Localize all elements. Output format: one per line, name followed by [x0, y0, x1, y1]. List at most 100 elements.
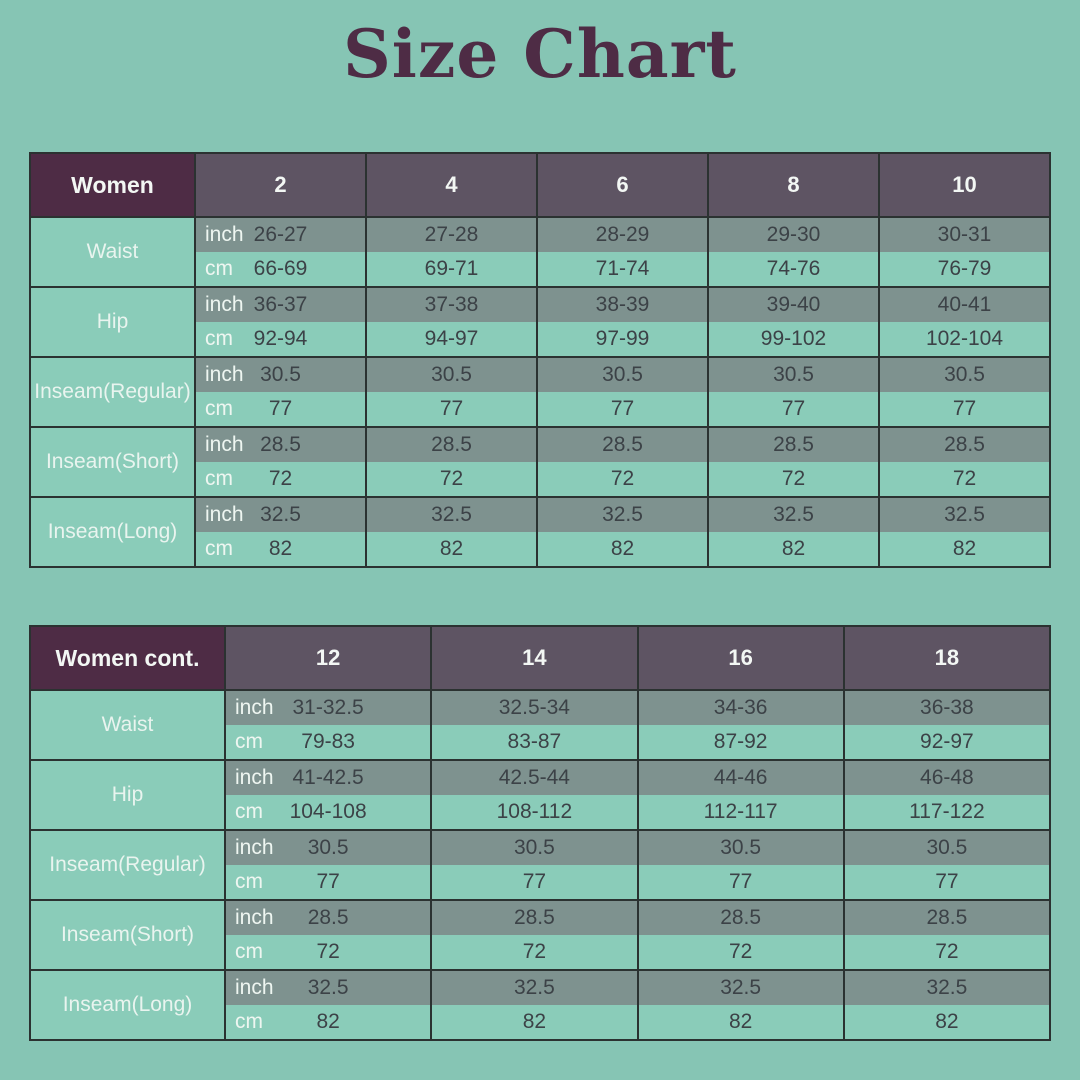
size-value-column: 32.5 82: [367, 498, 538, 566]
table-group-label: Women: [31, 154, 196, 216]
unit-label-inch: inch: [205, 503, 244, 526]
inch-value: 40-41: [937, 293, 992, 316]
inch-value: 28.5: [602, 433, 643, 456]
inch-value: 37-38: [424, 293, 479, 316]
unit-label-inch: inch: [205, 223, 244, 246]
size-value-column: 30.5 77: [638, 831, 845, 899]
inch-value-cell: 32.5: [844, 971, 1049, 1005]
inch-value: 28.5: [307, 906, 349, 929]
inch-value-cell: 32.5: [880, 498, 1049, 532]
inch-value: 28.5: [773, 433, 814, 456]
measurement-row: Waist inch 31-32.5 cm 79-83 32.5-34 83-87 34-36…: [31, 689, 1049, 759]
inch-value-cell: 28.5: [367, 428, 536, 462]
cm-value: 87-92: [713, 730, 768, 753]
row-label-line: Inseam: [47, 519, 117, 543]
inch-value: 30.5: [926, 836, 968, 859]
row-label: Hip: [31, 288, 196, 356]
inch-value-cell: inch 31-32.5: [226, 691, 431, 725]
row-label: Inseam (Long): [31, 971, 226, 1039]
size-value-column: 42.5-44 108-112: [432, 761, 639, 829]
inch-value-cell: 32.5: [638, 971, 843, 1005]
row-label-line: Hip: [96, 309, 129, 333]
inch-value: 34-36: [713, 696, 768, 719]
measurement-row: Inseam (Long) inch 32.5 cm 82 32.5 82 32.5 82 32.5…: [31, 969, 1049, 1039]
measurement-row: Hip inch 36-37 cm 92-94 37-38 94-97 38-39 97-99 3…: [31, 286, 1049, 356]
inch-value: 30.5: [260, 363, 301, 386]
size-value-column: 30.5 77: [367, 358, 538, 426]
cm-value: 69-71: [424, 257, 479, 280]
cm-value: 82: [952, 537, 977, 560]
cm-value: 72: [268, 467, 293, 490]
inch-value-cell: 32.5: [709, 498, 878, 532]
cm-value-cell: 77: [538, 392, 707, 426]
inch-value: 32.5: [926, 976, 968, 999]
cm-value-cell: 82: [844, 1005, 1049, 1039]
row-label: Inseam (Short): [31, 901, 226, 969]
cm-value: 77: [610, 397, 635, 420]
unit-label-cm: cm: [205, 397, 233, 420]
cm-value: 97-99: [595, 327, 650, 350]
inch-value: 30.5: [602, 363, 643, 386]
size-value-column: 30.5 77: [538, 358, 709, 426]
inch-value: 30.5: [431, 363, 472, 386]
measurement-row: Inseam (Short) inch 28.5 cm 72 28.5 72 28.5 72 28.…: [31, 899, 1049, 969]
inch-value-cell: 28.5: [844, 901, 1049, 935]
cm-value-cell: 74-76: [709, 252, 878, 286]
inch-value-cell: 39-40: [709, 288, 878, 322]
inch-value-cell: 28.5: [432, 901, 637, 935]
size-value-column: inch 32.5 cm 82: [196, 498, 367, 566]
cm-value-cell: 69-71: [367, 252, 536, 286]
size-value-column: 32.5 82: [538, 498, 709, 566]
inch-value: 32.5: [307, 976, 349, 999]
size-value-column: 40-41 102-104: [880, 288, 1049, 356]
cm-value: 74-76: [766, 257, 821, 280]
size-value-column: inch 26-27 cm 66-69: [196, 218, 367, 286]
size-value-column: 28.5 72: [844, 901, 1049, 969]
inch-value: 28.5: [513, 906, 555, 929]
inch-value-cell: 30.5: [432, 831, 637, 865]
unit-label-cm: cm: [205, 257, 233, 280]
cm-value-cell: 77: [709, 392, 878, 426]
cm-value-cell: 76-79: [880, 252, 1049, 286]
cm-value: 108-112: [496, 800, 573, 823]
size-header-cell: 18: [844, 627, 1049, 689]
size-value-column: inch 28.5 cm 72: [226, 901, 433, 969]
inch-value-cell: 32.5: [367, 498, 536, 532]
row-label-line: (Long): [131, 992, 193, 1016]
inch-value: 41-42.5: [292, 766, 364, 789]
inch-value: 30.5: [773, 363, 814, 386]
inch-value: 32.5: [720, 976, 762, 999]
inch-value-cell: inch 32.5: [196, 498, 365, 532]
unit-label-inch: inch: [235, 976, 274, 999]
cm-value-cell: 94-97: [367, 322, 536, 356]
inch-value-cell: inch 28.5: [196, 428, 365, 462]
inch-value: 32.5: [773, 503, 814, 526]
unit-label-inch: inch: [205, 363, 244, 386]
cm-value-cell: cm 79-83: [226, 725, 431, 759]
cm-value: 72: [610, 467, 635, 490]
size-value-column: 30.5 77: [880, 358, 1049, 426]
inch-value: 28.5: [926, 906, 968, 929]
unit-label-inch: inch: [235, 766, 274, 789]
unit-label-cm: cm: [235, 800, 263, 823]
row-label-line: Inseam: [62, 992, 132, 1016]
size-value-column: 44-46 112-117: [638, 761, 845, 829]
cm-value: 82: [439, 537, 464, 560]
cm-value: 76-79: [937, 257, 992, 280]
cm-value-cell: 82: [638, 1005, 843, 1039]
cm-value-cell: cm 66-69: [196, 252, 365, 286]
measurement-row: Hip inch 41-42.5 cm 104-108 42.5-44 108-112 44-…: [31, 759, 1049, 829]
inch-value-cell: 28.5: [538, 428, 707, 462]
size-value-column: 32.5-34 83-87: [432, 691, 639, 759]
cm-value-cell: cm 72: [196, 462, 365, 496]
inch-value-cell: inch 26-27: [196, 218, 365, 252]
inch-value: 28.5: [431, 433, 472, 456]
inch-value-cell: inch 30.5: [196, 358, 365, 392]
cm-value-cell: 77: [880, 392, 1049, 426]
inch-value-cell: 30.5: [880, 358, 1049, 392]
cm-value: 82: [728, 1010, 753, 1033]
table-body: Waist inch 31-32.5 cm 79-83 32.5-34 83-87 34-36…: [31, 689, 1049, 1039]
row-label: Inseam (Short): [31, 428, 196, 496]
measurement-row: Inseam (Regular) inch 30.5 cm 77 30.5 77 30.5 77 3…: [31, 829, 1049, 899]
unit-label-cm: cm: [235, 870, 263, 893]
